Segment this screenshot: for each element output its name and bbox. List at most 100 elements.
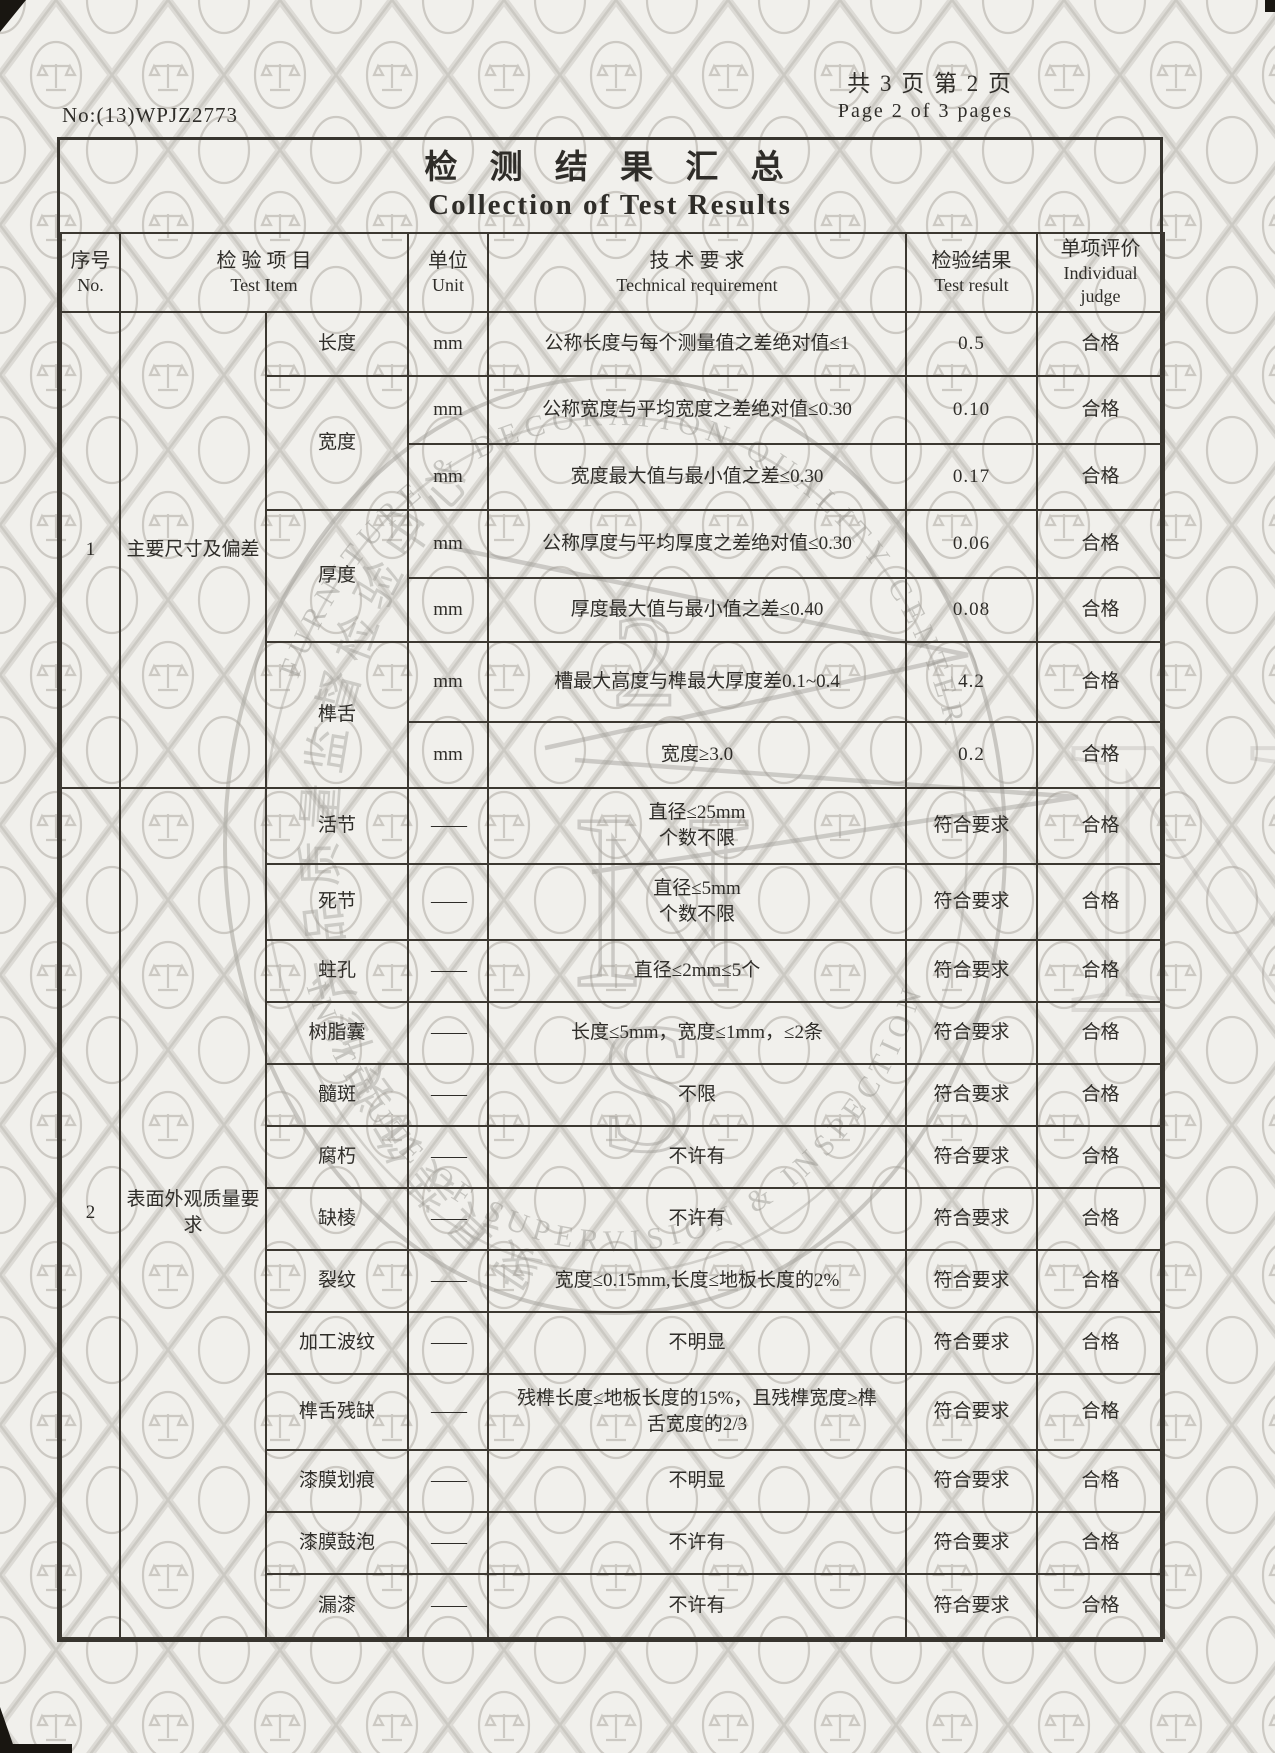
- cell-requirement: 不许有: [487, 1124, 907, 1189]
- table-row: 厚度 mm 公称厚度与平均厚度之差绝对值≤0.30 0.06 合格: [61, 508, 1165, 643]
- cell-unit: ——: [407, 1372, 489, 1451]
- header-judge-cn: 单项评价: [1060, 238, 1141, 260]
- cell-result: 0.2: [905, 720, 1038, 789]
- cell-result: 符合要求: [905, 1448, 1038, 1513]
- cell-result: 0.5: [905, 310, 1038, 377]
- table-row: mm 厚度最大值与最小值之差≤0.40 0.08 合格: [61, 576, 1165, 643]
- cell-requirement: 公称长度与每个测量值之差绝对值≤1: [487, 310, 907, 377]
- report-title-cn: 检 测 结 果 汇 总: [424, 149, 796, 186]
- cell-judge: 合格: [1036, 1062, 1165, 1127]
- cell-requirement: 不明显: [487, 1448, 907, 1513]
- table-row: mm 宽度最大值与最小值之差≤0.30 0.17 合格: [61, 442, 1165, 511]
- cell-result: 0.08: [905, 576, 1038, 643]
- table-row: 髓斑 —— 不限 符合要求 合格: [61, 1062, 1165, 1127]
- cell-section-no: 1: [60, 310, 121, 789]
- header-unit-en: Unit: [431, 274, 464, 295]
- cell-judge: 合格: [1036, 720, 1165, 789]
- cell-requirement: 不许有: [487, 1510, 907, 1575]
- cell-result: 符合要求: [905, 1510, 1038, 1575]
- page-indicator-en: Page 2 of 3 pages: [837, 99, 1013, 122]
- table-row: 漏漆 —— 不许有 符合要求 合格: [61, 1572, 1165, 1639]
- cell-section-group: 表面外观质量要求: [119, 786, 267, 1639]
- cell-requirement: 直径≤2mm≤5个: [487, 938, 907, 1003]
- table-row: 1 主要尺寸及偏差 长度 mm 公称长度与每个测量值之差绝对值≤1 0.5 合格: [60, 310, 1165, 789]
- cell-judge: 合格: [1036, 786, 1165, 865]
- cell-item: 蛀孔: [265, 938, 409, 1003]
- cell-result: 符合要求: [905, 1124, 1038, 1189]
- cell-unit: ——: [407, 1572, 489, 1639]
- cell-result: 符合要求: [905, 1372, 1038, 1451]
- cell-requirement: 宽度≥3.0: [487, 720, 907, 789]
- cell-unit: ——: [407, 1124, 489, 1189]
- header-col-judge: 单项评价 Individual judge: [1036, 232, 1165, 313]
- cell-item: 长度: [265, 310, 409, 377]
- cell-section-no: 2: [60, 786, 121, 1639]
- table-row: 裂纹 —— 宽度≤0.15mm,长度≤地板长度的2% 符合要求 合格: [61, 1248, 1165, 1313]
- header-result-cn: 检验结果: [931, 249, 1012, 272]
- cell-judge: 合格: [1036, 1448, 1165, 1513]
- table-row: 腐朽 —— 不许有 符合要求 合格: [61, 1124, 1165, 1189]
- header-item-en: Test Item: [230, 274, 298, 295]
- cell-judge: 合格: [1036, 938, 1165, 1003]
- cell-requirement: 厚度最大值与最小值之差≤0.40: [487, 576, 907, 643]
- report-frame: 检 测 结 果 汇 总 Collection of Test Results 序…: [57, 137, 1165, 1642]
- table-row: 缺棱 —— 不许有 符合要求 合格: [61, 1186, 1165, 1251]
- cell-judge: 合格: [1036, 1124, 1165, 1189]
- cell-judge: 合格: [1036, 1510, 1165, 1575]
- cell-judge: 合格: [1036, 576, 1165, 643]
- cell-result: 0.17: [905, 442, 1038, 511]
- cell-item: 漆膜划痕: [265, 1448, 409, 1513]
- cell-judge: 合格: [1036, 1248, 1165, 1313]
- cell-item: 活节: [265, 786, 409, 865]
- cell-requirement: 不许有: [487, 1572, 907, 1639]
- page-indicator-cn: 共 3 页 第 2 页: [847, 71, 1013, 96]
- header-unit-cn: 单位: [428, 249, 468, 272]
- cell-judge: 合格: [1036, 1572, 1165, 1639]
- cell-unit: ——: [407, 1186, 489, 1251]
- cell-judge: 合格: [1036, 1372, 1165, 1451]
- page-indicator: 共 3 页 第 2 页 Page 2 of 3 pages: [838, 70, 1013, 124]
- header-no-en: No.: [77, 274, 104, 295]
- header-req-cn: 技 术 要 求: [649, 249, 745, 272]
- results-table: 序号 No. 检 验 项 目 Test Item 单位 Unit 技 术 要 求 Tec…: [60, 232, 1165, 1639]
- cell-judge: 合格: [1036, 1186, 1165, 1251]
- cell-unit: mm: [407, 640, 489, 723]
- header-col-no: 序号 No.: [60, 232, 121, 313]
- scan-artifact: [0, 0, 26, 32]
- scan-artifact: [0, 1744, 72, 1753]
- cell-requirement: 直径≤25mm 个数不限: [487, 786, 907, 865]
- cell-result: 符合要求: [905, 1248, 1038, 1313]
- cell-item: 树脂囊: [265, 1000, 409, 1065]
- cell-judge: 合格: [1036, 862, 1165, 941]
- report-title-block: 检 测 结 果 汇 总 Collection of Test Results: [60, 140, 1160, 232]
- cell-unit: ——: [407, 1248, 489, 1313]
- cell-requirement: 不许有: [487, 1186, 907, 1251]
- header-req-en: Technical requirement: [616, 274, 778, 295]
- cell-requirement: 不明显: [487, 1310, 907, 1375]
- cell-unit: mm: [407, 374, 489, 445]
- cell-result: 符合要求: [905, 1572, 1038, 1639]
- cell-requirement: 直径≤5mm 个数不限: [487, 862, 907, 941]
- table-row: 榫舌 mm 槽最大高度与榫最大厚度差0.1~0.4 4.2 合格: [61, 640, 1165, 789]
- cell-unit: ——: [407, 1062, 489, 1127]
- cell-unit: mm: [407, 310, 489, 377]
- cell-item: 加工波纹: [265, 1310, 409, 1375]
- cell-result: 符合要求: [905, 1000, 1038, 1065]
- cell-unit: ——: [407, 1510, 489, 1575]
- cell-unit: mm: [407, 508, 489, 579]
- cell-item: 髓斑: [265, 1062, 409, 1127]
- cell-judge: 合格: [1036, 442, 1165, 511]
- cell-judge: 合格: [1036, 310, 1165, 377]
- cell-judge: 合格: [1036, 508, 1165, 579]
- cell-unit: ——: [407, 862, 489, 941]
- cell-item: 裂纹: [265, 1248, 409, 1313]
- doc-number: No:(13)WPJZ2773: [62, 103, 238, 127]
- cell-judge: 合格: [1036, 1310, 1165, 1375]
- cell-unit: ——: [407, 1000, 489, 1065]
- header-no-cn: 序号: [70, 249, 111, 272]
- cell-requirement: 不限: [487, 1062, 907, 1127]
- cell-unit: mm: [407, 720, 489, 789]
- header-col-requirement: 技 术 要 求 Technical requirement: [487, 232, 907, 313]
- header-col-result: 检验结果 Test result: [905, 232, 1038, 313]
- cell-unit: mm: [407, 576, 489, 643]
